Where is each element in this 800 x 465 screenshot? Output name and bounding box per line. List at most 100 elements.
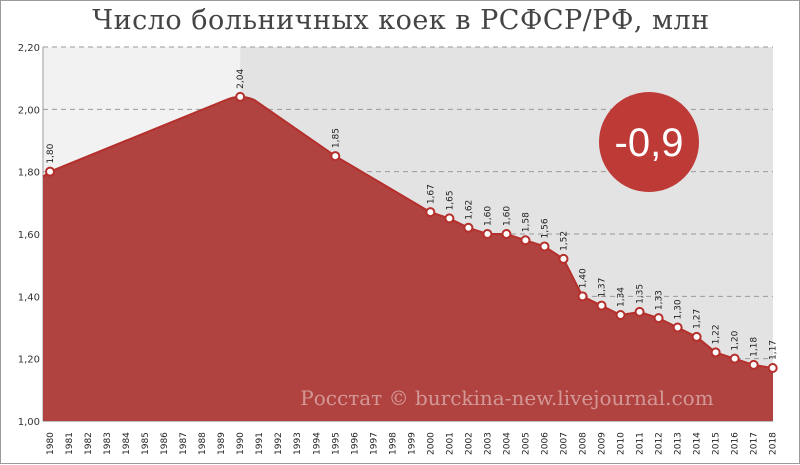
data-label-2004: 1,60: [502, 206, 512, 226]
point-2009: [596, 300, 607, 311]
data-label-1990: 2,04: [236, 69, 246, 89]
x-tick-1982: 1982: [84, 432, 94, 455]
x-tick-1987: 1987: [179, 432, 189, 455]
data-label-2011: 1,35: [636, 284, 646, 304]
x-tick-2010: 2010: [617, 432, 627, 455]
x-tick-1992: 1992: [274, 432, 284, 455]
point-2006: [539, 241, 550, 252]
change-badge: -0,9: [599, 92, 699, 192]
x-tick-2016: 2016: [731, 432, 741, 455]
data-labels: 1,80 2,04 1,85 1,67 1,65 1,62 1,60 1,60 1,58 1,56…: [46, 69, 779, 360]
point-1980: [45, 166, 55, 177]
point-2004: [501, 229, 512, 239]
point-2011: [634, 306, 645, 317]
x-tick-1988: 1988: [198, 432, 208, 455]
x-tick-2009: 2009: [598, 432, 608, 455]
point-2002: [463, 222, 474, 233]
point-2008: [577, 291, 588, 302]
x-tick-2014: 2014: [693, 432, 703, 455]
x-tick-2001: 2001: [445, 432, 455, 455]
data-label-2013: 1,30: [674, 299, 684, 319]
badge-value: -0,9: [615, 121, 684, 165]
data-label-2008: 1,40: [579, 268, 589, 288]
point-2014: [691, 331, 702, 342]
point-1990: [235, 91, 246, 102]
point-2007: [558, 253, 569, 264]
point-2018: [767, 363, 778, 374]
x-tick-1990: 1990: [236, 432, 246, 455]
point-2016: [729, 353, 740, 364]
point-2003: [482, 229, 493, 239]
point-2000: [425, 207, 436, 218]
x-tick-1980: 1980: [46, 432, 56, 455]
point-1995: [330, 151, 341, 162]
data-label-2014: 1,27: [693, 309, 703, 329]
source-watermark: Росстат © burckina-new.livejournal.com: [300, 386, 713, 410]
data-label-2012: 1,33: [655, 290, 665, 310]
data-label-2007: 1,52: [559, 231, 569, 251]
x-tick-2004: 2004: [502, 432, 512, 455]
y-tick-label: 1,80: [18, 168, 40, 179]
x-tick-1983: 1983: [103, 432, 113, 455]
point-2010: [615, 310, 626, 321]
x-tick-1997: 1997: [369, 432, 379, 455]
x-tick-1999: 1999: [407, 432, 417, 455]
x-tick-1993: 1993: [293, 432, 303, 455]
x-tick-2013: 2013: [674, 432, 684, 455]
x-tick-1991: 1991: [255, 432, 265, 455]
point-2005: [520, 235, 531, 246]
y-tick-label: 2,00: [18, 105, 40, 116]
point-2015: [710, 347, 721, 358]
data-label-2002: 1,62: [464, 200, 474, 220]
x-tick-2015: 2015: [712, 432, 722, 455]
x-tick-2005: 2005: [521, 432, 531, 455]
data-label-2018: 1,17: [769, 340, 779, 360]
x-tick-2011: 2011: [636, 432, 646, 455]
x-tick-2003: 2003: [483, 432, 493, 455]
y-tick-label: 1,00: [18, 417, 40, 428]
y-tick-label: 1,60: [18, 230, 40, 241]
data-label-1995: 1,85: [331, 128, 341, 148]
x-tick-2008: 2008: [579, 432, 589, 455]
x-tick-2012: 2012: [655, 432, 665, 455]
chart-title: Число больничных коек в РСФСР/РФ, млн: [92, 5, 710, 36]
data-label-2003: 1,60: [483, 206, 493, 226]
data-label-1980: 1,80: [46, 143, 56, 163]
data-label-2017: 1,18: [750, 337, 760, 357]
data-label-2001: 1,65: [445, 190, 455, 210]
x-tick-2000: 2000: [426, 432, 436, 455]
data-label-2009: 1,37: [598, 278, 608, 298]
x-axis-ticks: 1980 1981 1982 1983 1984 1985 1986 1987 1988 1989…: [46, 432, 779, 455]
y-tick-label: 1,20: [18, 355, 40, 366]
x-tick-1985: 1985: [141, 432, 151, 455]
x-tick-1989: 1989: [217, 432, 227, 455]
point-markers: [45, 91, 778, 374]
data-label-2006: 1,56: [540, 218, 550, 238]
data-label-2005: 1,58: [521, 212, 531, 232]
data-label-2010: 1,34: [617, 287, 627, 307]
point-2012: [653, 313, 664, 324]
area-series: [42, 95, 774, 421]
badge-circle: [599, 92, 699, 192]
series-line: [42, 95, 774, 370]
x-tick-1986: 1986: [160, 432, 170, 455]
x-tick-1984: 1984: [122, 432, 132, 455]
point-2001: [444, 213, 455, 224]
data-label-2015: 1,22: [712, 324, 722, 344]
x-tick-2006: 2006: [540, 432, 550, 455]
y-axis-ticks: 1,00 1,20 1,40 1,60 1,80 2,00 2,20: [18, 43, 40, 428]
point-2017: [748, 359, 759, 370]
x-tick-1981: 1981: [65, 432, 75, 455]
point-2013: [672, 322, 683, 333]
y-tick-label: 2,20: [18, 43, 40, 54]
x-tick-2018: 2018: [769, 432, 779, 455]
y-tick-label: 1,40: [18, 292, 40, 303]
x-tick-2002: 2002: [464, 432, 474, 455]
area-fill: [43, 96, 773, 421]
x-tick-1996: 1996: [350, 432, 360, 455]
x-tick-2007: 2007: [559, 432, 569, 455]
x-tick-1998: 1998: [388, 432, 398, 455]
data-label-2016: 1,20: [731, 330, 741, 350]
